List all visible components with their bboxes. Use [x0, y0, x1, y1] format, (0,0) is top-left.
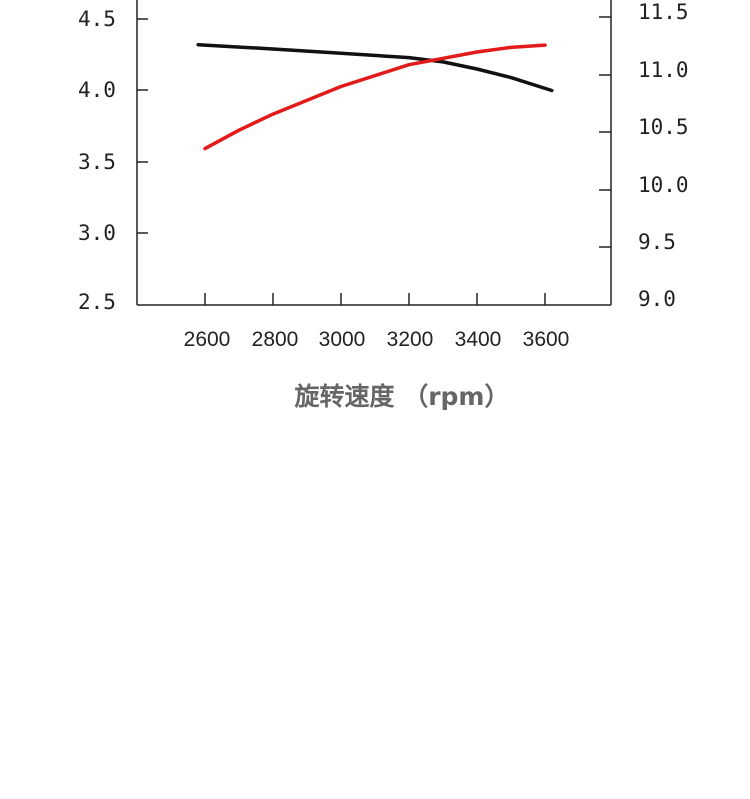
left-axis: 4.5 4.0 3.5 3.0 2.5: [78, 7, 148, 314]
x-tick-label: 3200: [387, 328, 434, 351]
left-tick-label: 4.5: [78, 7, 116, 31]
plot-frame: [136, 0, 612, 306]
x-tick-label: 3000: [319, 328, 366, 351]
left-tick-label: 4.0: [78, 78, 116, 102]
right-tick-label: 9.5: [638, 230, 676, 254]
right-tick-label: 10.5: [638, 115, 689, 139]
x-tick-label: 2800: [252, 328, 299, 351]
right-axis: 11.5 11.0 10.5 10.0 9.5 9.0: [599, 0, 689, 311]
right-tick-label: 10.0: [638, 173, 689, 197]
x-axis: 2600 2800 3000 3200 3400 3600: [184, 293, 570, 351]
left-axis-series-line: [196, 42, 554, 93]
x-tick-label: 3600: [523, 328, 570, 351]
x-tick-label: 3400: [455, 328, 502, 351]
right-tick-label: 9.0: [638, 287, 676, 311]
left-tick-label: 2.5: [78, 290, 116, 314]
left-tick-label: 3.0: [78, 221, 116, 245]
right-axis-series-line: [203, 43, 547, 151]
x-tick-label: 2600: [184, 328, 231, 351]
left-tick-label: 3.5: [78, 150, 116, 174]
x-axis-label: 旋转速度 （rpm）: [295, 382, 510, 411]
right-tick-label: 11.5: [638, 0, 689, 24]
series-layer: [196, 42, 554, 151]
right-tick-label: 11.0: [638, 58, 689, 82]
